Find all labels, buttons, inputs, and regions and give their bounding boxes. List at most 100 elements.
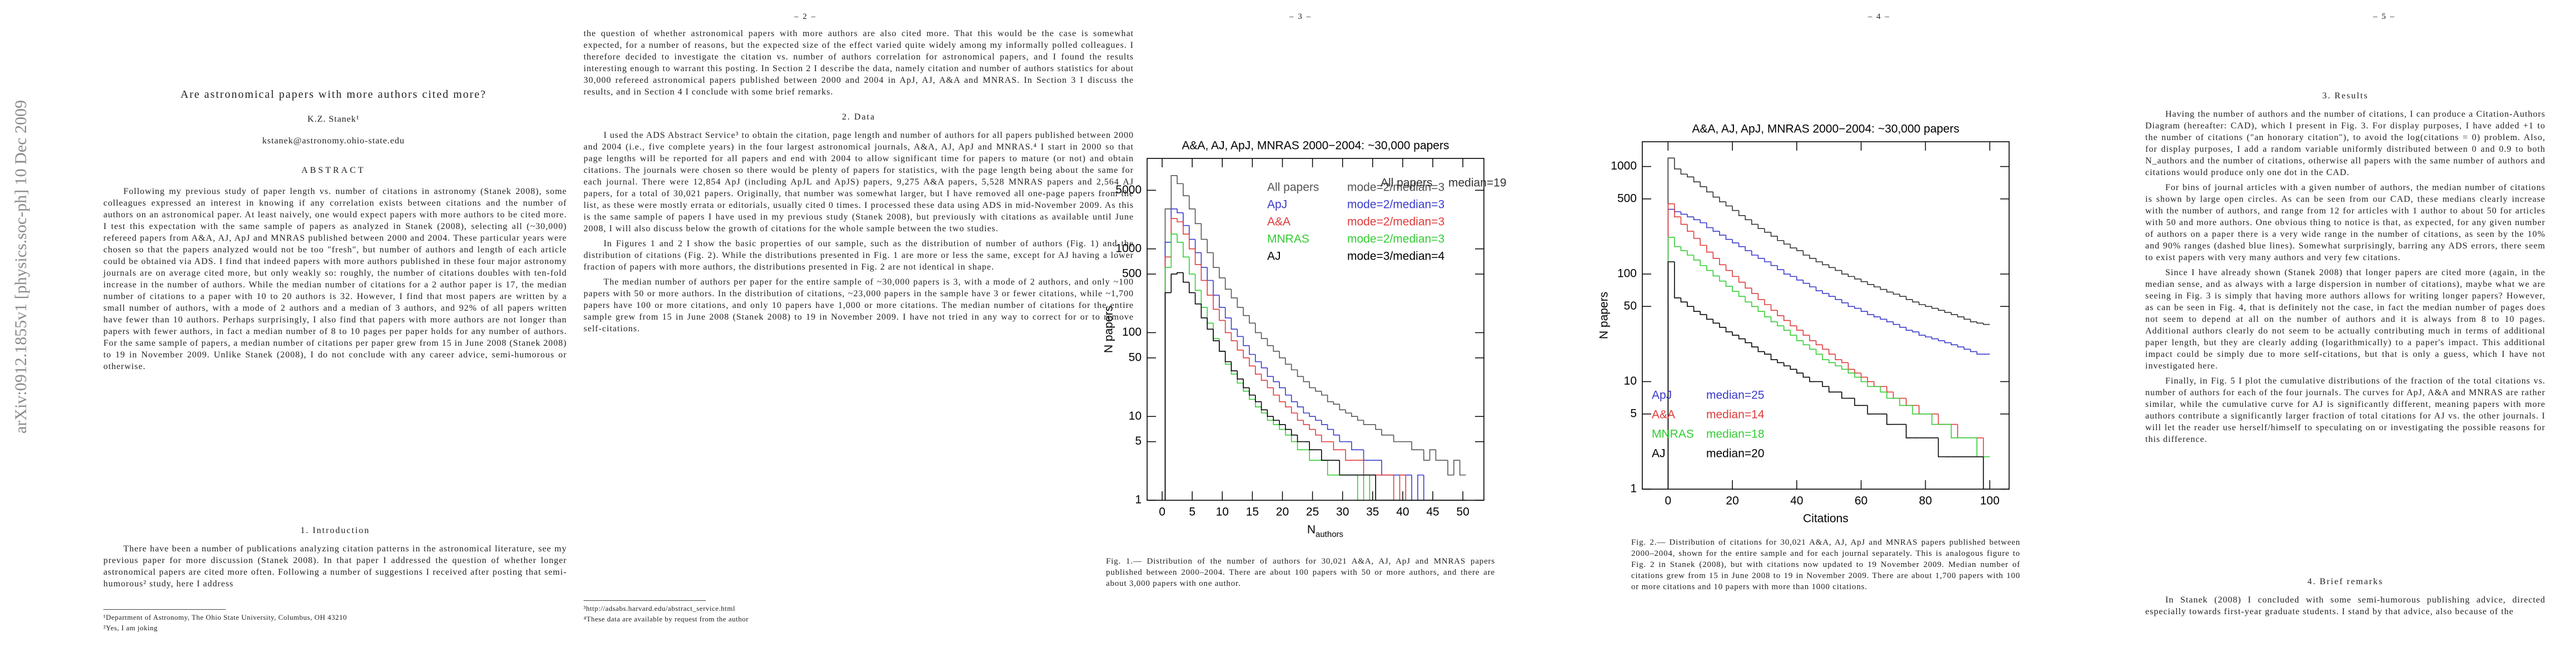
histogram-step (1183, 272, 1189, 283)
histogram-step (1745, 246, 1752, 251)
legend-stat: mode=2/median=3 (1347, 181, 1444, 194)
histogram-step (1822, 354, 1829, 360)
histogram-step (1751, 250, 1758, 256)
histogram-step (1700, 311, 1707, 315)
histogram-step (1254, 323, 1262, 334)
histogram-step (1423, 475, 1430, 500)
histogram-step (1243, 379, 1249, 389)
legend-label: All papers (1381, 177, 1432, 190)
section: 3. Results Having the number of authors … (2145, 90, 2545, 449)
histogram-step (1841, 299, 1848, 303)
histogram-step (1273, 416, 1280, 421)
histogram-step (1224, 320, 1232, 334)
histogram-step (1188, 282, 1195, 293)
histogram-step (1243, 336, 1249, 346)
histogram-step (1828, 265, 1836, 268)
histogram-step (1230, 332, 1238, 341)
histogram-step (1680, 217, 1688, 225)
histogram-step (1411, 441, 1418, 451)
histogram-step (1745, 282, 1752, 289)
histogram-step (1164, 208, 1172, 500)
histogram-step (1177, 208, 1183, 213)
y-tick-label: 100 (1122, 326, 1142, 339)
histogram-step (1399, 474, 1406, 500)
histogram-step (1841, 360, 1848, 364)
histogram-step (1790, 244, 1797, 248)
histogram-step (1303, 420, 1310, 425)
histogram-step (1950, 342, 1958, 346)
histogram-step (1177, 234, 1183, 243)
histogram-step (1170, 273, 1178, 293)
histogram-step (1700, 238, 1707, 246)
histogram-step (1867, 311, 1874, 315)
histogram-step (1757, 306, 1765, 312)
histogram-step (1783, 326, 1791, 331)
histogram-step (1417, 474, 1424, 500)
legend-label: A&A (1267, 216, 1291, 228)
histogram-step (1770, 317, 1778, 322)
histogram-step (1925, 305, 1932, 307)
histogram-step (1919, 332, 1926, 336)
histogram-step (1693, 306, 1701, 312)
paragraph: For bins of journal articles with a give… (2145, 183, 2545, 262)
histogram-step (1243, 383, 1249, 392)
histogram-step (1188, 234, 1195, 250)
histogram-step (1164, 256, 1172, 500)
x-tick-label: 100 (1980, 495, 2000, 507)
histogram-step (1345, 410, 1352, 414)
x-tick-label: 20 (1276, 506, 1289, 519)
histogram-step (1273, 345, 1280, 352)
footnote: ⁴These data are available by request fro… (584, 615, 749, 623)
histogram-step (1712, 192, 1720, 198)
histogram-step (1700, 260, 1707, 266)
histogram-step (1667, 261, 1675, 489)
histogram-step (1899, 324, 1906, 328)
histogram-step (1667, 208, 1675, 489)
paragraph: Having the number of authors and the num… (2145, 109, 2545, 177)
paragraph: The median number of authors per paper f… (584, 277, 1134, 334)
x-tick-label: 45 (1426, 506, 1439, 519)
legend-stat: median=20 (1706, 447, 1765, 460)
histogram-step (1719, 276, 1726, 282)
histogram-step (1976, 351, 1984, 355)
histogram-step (1219, 295, 1225, 308)
histogram-step (1285, 387, 1292, 396)
histogram-step (1937, 339, 1945, 341)
histogram-step (1841, 270, 1848, 275)
histogram-step (1194, 239, 1202, 253)
histogram-step (1213, 295, 1219, 310)
y-tick-label: 10 (1129, 410, 1142, 422)
histogram-step (1725, 235, 1733, 240)
y-tick-label: 100 (1617, 267, 1637, 280)
histogram-step (1357, 416, 1364, 421)
histogram-step (1279, 395, 1285, 402)
histogram-step (1687, 174, 1694, 178)
histogram-step (1194, 248, 1202, 265)
histogram-step (1802, 250, 1810, 256)
histogram-step (1738, 242, 1746, 247)
histogram-step (1828, 293, 1836, 297)
section-heading: 3. Results (2322, 91, 2369, 101)
histogram-step (1835, 362, 1842, 367)
histogram-step (1297, 435, 1304, 442)
histogram-step (1285, 401, 1292, 407)
x-tick-label: 0 (1159, 506, 1165, 519)
histogram-step (1219, 267, 1225, 278)
histogram-step (1219, 309, 1225, 321)
histogram-step (1224, 307, 1232, 318)
histogram-step (1706, 245, 1713, 253)
x-axis-label-subscript: authors (1316, 530, 1343, 539)
histogram-step (1982, 437, 1990, 457)
histogram-step (1874, 381, 1881, 387)
x-axis-label: Citations (1803, 512, 1848, 525)
histogram-step (1213, 252, 1219, 268)
histogram-step (1177, 175, 1183, 185)
histogram-step (1183, 242, 1189, 258)
histogram-step (1886, 392, 1894, 399)
histogram-step (1321, 420, 1328, 425)
histogram-step (1809, 377, 1816, 382)
histogram-step (1757, 347, 1765, 352)
histogram-step (1315, 416, 1322, 421)
histogram-step (1751, 288, 1758, 294)
histogram-step (1183, 222, 1189, 235)
